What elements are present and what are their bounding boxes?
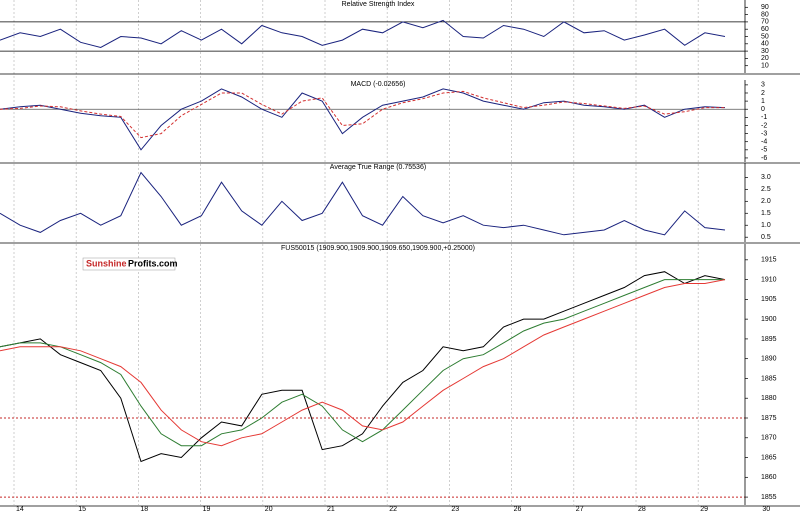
y-tick-label: 90: [761, 4, 769, 11]
y-tick-label: 1890: [761, 356, 777, 363]
y-tick-label: 2.0: [761, 198, 771, 205]
y-tick-label: 1875: [761, 415, 777, 422]
logo-text: Profits.com: [128, 258, 178, 268]
y-tick-label: 80: [761, 11, 769, 18]
x-tick-label: 21: [327, 506, 335, 512]
y-tick-label: 1900: [761, 316, 777, 323]
y-tick-label: 1915: [761, 257, 777, 264]
x-tick-label: 23: [451, 506, 459, 512]
y-tick-label: 1895: [761, 336, 777, 343]
y-tick-label: 20: [761, 55, 769, 62]
y-tick-label: 0: [761, 106, 765, 113]
x-tick-label: 19: [203, 506, 211, 512]
panel-title: Average True Range (0.75536): [330, 164, 426, 171]
series-line: [0, 19, 726, 49]
x-tick-label: 15: [78, 506, 86, 512]
y-tick-label: 30: [761, 48, 769, 55]
y-tick-label: 1870: [761, 435, 777, 442]
series-line: [0, 279, 726, 447]
y-tick-label: 1905: [761, 296, 777, 303]
y-tick-label: 70: [761, 19, 769, 26]
y-tick-label: 1.0: [761, 222, 771, 229]
x-tick-label: 27: [576, 506, 584, 512]
y-tick-label: -2: [761, 122, 767, 129]
panel-title: MACD (-0.02656): [351, 81, 406, 88]
y-tick-label: 1885: [761, 375, 777, 382]
x-tick-label: 29: [700, 506, 708, 512]
series-line: [0, 279, 725, 447]
y-tick-label: -3: [761, 130, 767, 137]
x-tick-label: 26: [514, 506, 522, 512]
y-tick-label: 60: [761, 26, 769, 33]
series-line: [0, 88, 726, 151]
y-tick-label: 1.5: [761, 210, 771, 217]
y-tick-label: 1910: [761, 276, 777, 283]
series-line: [0, 171, 726, 236]
y-tick-label: 2.5: [761, 186, 771, 193]
y-tick-label: 1880: [761, 395, 777, 402]
y-tick-label: 3.0: [761, 174, 771, 181]
x-tick-label: 22: [389, 506, 397, 512]
y-tick-label: 3: [761, 82, 765, 89]
x-tick-label: 20: [265, 506, 273, 512]
x-tick-label: 14: [16, 506, 24, 512]
y-tick-label: 1: [761, 98, 765, 105]
panel-title: FUS50015 (1909.900,1909.900,1909.650,190…: [281, 245, 475, 252]
y-tick-label: 1865: [761, 454, 777, 461]
x-tick-label: 18: [140, 506, 148, 512]
y-tick-label: 1860: [761, 474, 777, 481]
y-tick-label: 2: [761, 90, 765, 97]
y-tick-label: 50: [761, 33, 769, 40]
logo-box: [82, 257, 176, 271]
logo-text: Sunshine: [86, 258, 127, 268]
y-tick-label: -4: [761, 139, 767, 146]
y-tick-label: 40: [761, 41, 769, 48]
y-tick-label: 10: [761, 63, 769, 70]
x-tick-label: 30: [762, 506, 770, 512]
series-line: [0, 271, 726, 463]
y-tick-label: 0.5: [761, 234, 771, 241]
y-tick-label: -1: [761, 114, 767, 121]
y-tick-label: 1855: [761, 494, 777, 501]
panel-title: Relative Strength Index: [342, 1, 415, 8]
y-tick-label: -6: [761, 155, 767, 162]
y-tick-label: -5: [761, 147, 767, 154]
x-tick-label: 28: [638, 506, 646, 512]
series-line: [0, 90, 725, 139]
